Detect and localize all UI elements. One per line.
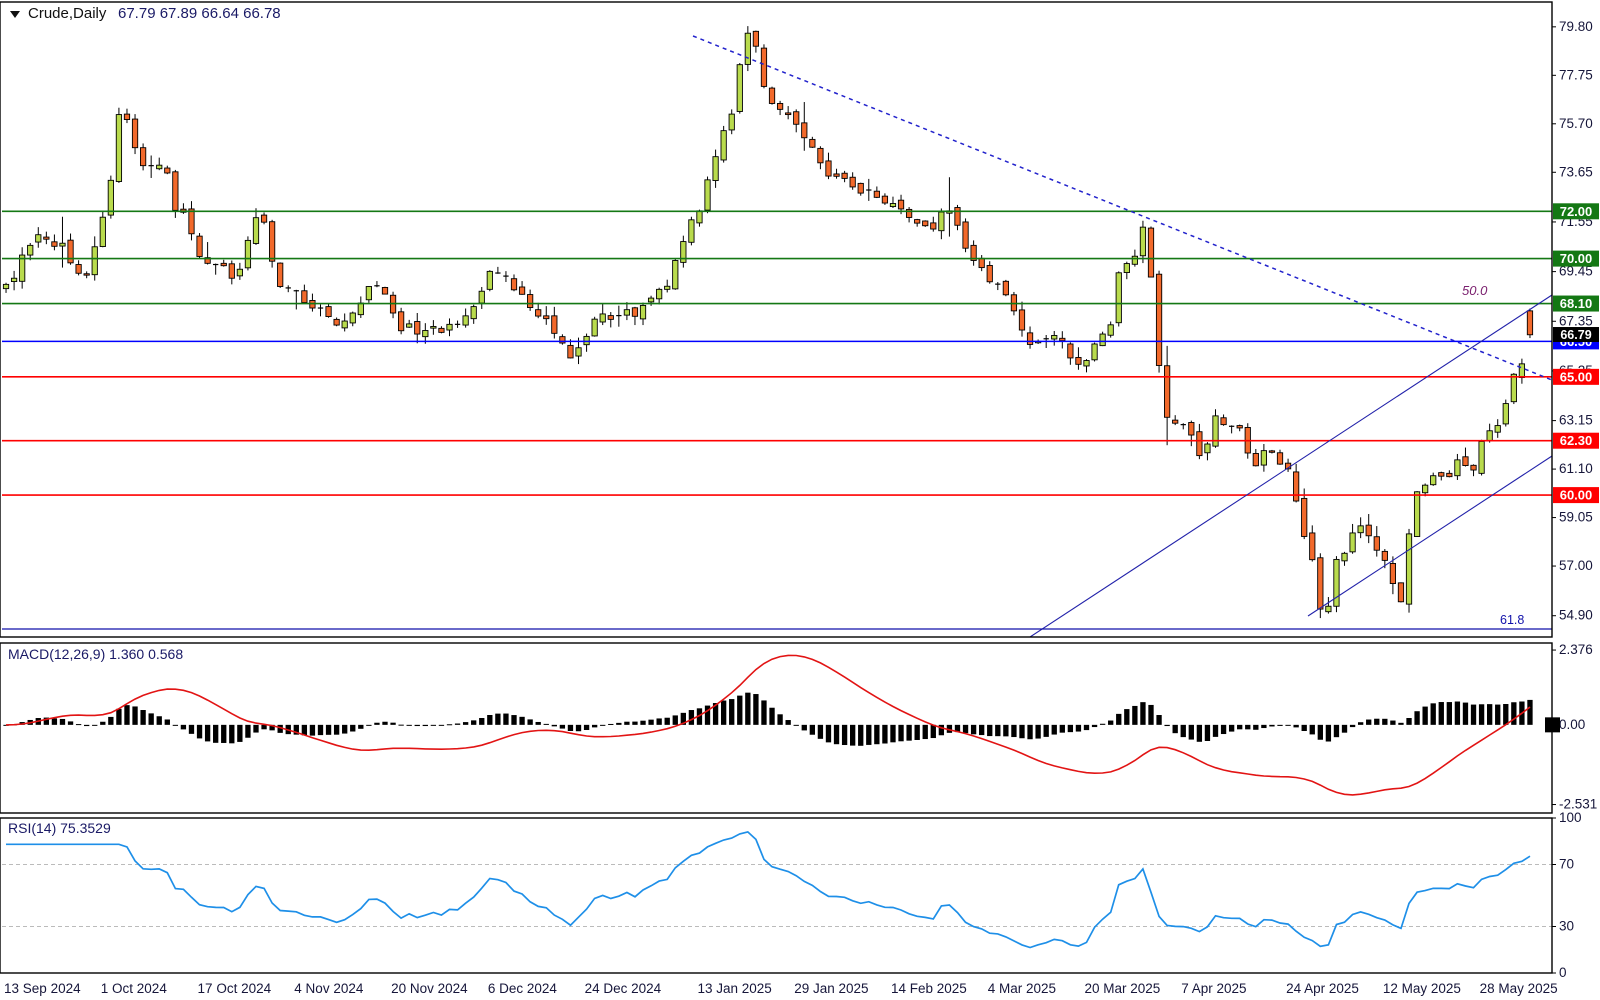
svg-text:4 Nov 2024: 4 Nov 2024 bbox=[294, 981, 364, 996]
svg-text:72.00: 72.00 bbox=[1560, 204, 1593, 219]
svg-text:50.0: 50.0 bbox=[1462, 283, 1488, 298]
svg-text:63.15: 63.15 bbox=[1559, 413, 1593, 428]
svg-text:1 Oct 2024: 1 Oct 2024 bbox=[101, 981, 168, 996]
svg-text:57.00: 57.00 bbox=[1559, 558, 1593, 573]
svg-text:Crude,Daily: Crude,Daily bbox=[28, 5, 107, 22]
svg-text:6 Dec 2024: 6 Dec 2024 bbox=[488, 981, 558, 996]
svg-text:MACD(12,26,9) 1.360 0.568: MACD(12,26,9) 1.360 0.568 bbox=[8, 646, 183, 662]
svg-text:24 Apr 2025: 24 Apr 2025 bbox=[1286, 981, 1359, 996]
svg-text:100: 100 bbox=[1559, 810, 1582, 825]
svg-text:13 Jan 2025: 13 Jan 2025 bbox=[697, 981, 771, 996]
svg-text:67.79 67.89 66.64 66.78: 67.79 67.89 66.64 66.78 bbox=[118, 5, 281, 22]
svg-text:2.376: 2.376 bbox=[1559, 642, 1593, 657]
svg-text:28 May 2025: 28 May 2025 bbox=[1480, 981, 1558, 996]
svg-text:20 Mar 2025: 20 Mar 2025 bbox=[1084, 981, 1160, 996]
svg-text:65.00: 65.00 bbox=[1560, 369, 1593, 384]
svg-text:61.8: 61.8 bbox=[1500, 613, 1524, 627]
svg-text:0: 0 bbox=[1559, 965, 1567, 980]
svg-text:29 Jan 2025: 29 Jan 2025 bbox=[794, 981, 868, 996]
svg-text:70.00: 70.00 bbox=[1560, 251, 1593, 266]
svg-text:24 Dec 2024: 24 Dec 2024 bbox=[585, 981, 662, 996]
svg-text:66.79: 66.79 bbox=[1560, 328, 1591, 342]
svg-text:70: 70 bbox=[1559, 857, 1574, 872]
svg-text:17 Oct 2024: 17 Oct 2024 bbox=[198, 981, 272, 996]
svg-text:12 May 2025: 12 May 2025 bbox=[1383, 981, 1461, 996]
svg-text:20 Nov 2024: 20 Nov 2024 bbox=[391, 981, 468, 996]
svg-text:7 Apr 2025: 7 Apr 2025 bbox=[1181, 981, 1246, 996]
svg-text:79.80: 79.80 bbox=[1559, 19, 1593, 34]
svg-text:RSI(14) 75.3529: RSI(14) 75.3529 bbox=[8, 820, 111, 836]
svg-text:67.35: 67.35 bbox=[1559, 313, 1593, 328]
svg-text:61.10: 61.10 bbox=[1559, 461, 1593, 476]
svg-text:60.00: 60.00 bbox=[1560, 488, 1593, 503]
svg-text:73.65: 73.65 bbox=[1559, 164, 1593, 179]
svg-text:13 Sep 2024: 13 Sep 2024 bbox=[4, 981, 81, 996]
svg-text:54.90: 54.90 bbox=[1559, 608, 1593, 623]
svg-text:0.00: 0.00 bbox=[1559, 717, 1585, 732]
svg-text:4 Mar 2025: 4 Mar 2025 bbox=[988, 981, 1056, 996]
svg-text:75.70: 75.70 bbox=[1559, 116, 1593, 131]
svg-text:14 Feb 2025: 14 Feb 2025 bbox=[891, 981, 967, 996]
svg-text:68.10: 68.10 bbox=[1560, 296, 1593, 311]
svg-text:30: 30 bbox=[1559, 919, 1574, 934]
svg-text:62.30: 62.30 bbox=[1560, 433, 1593, 448]
svg-text:77.75: 77.75 bbox=[1559, 67, 1593, 82]
svg-text:59.05: 59.05 bbox=[1559, 510, 1593, 525]
